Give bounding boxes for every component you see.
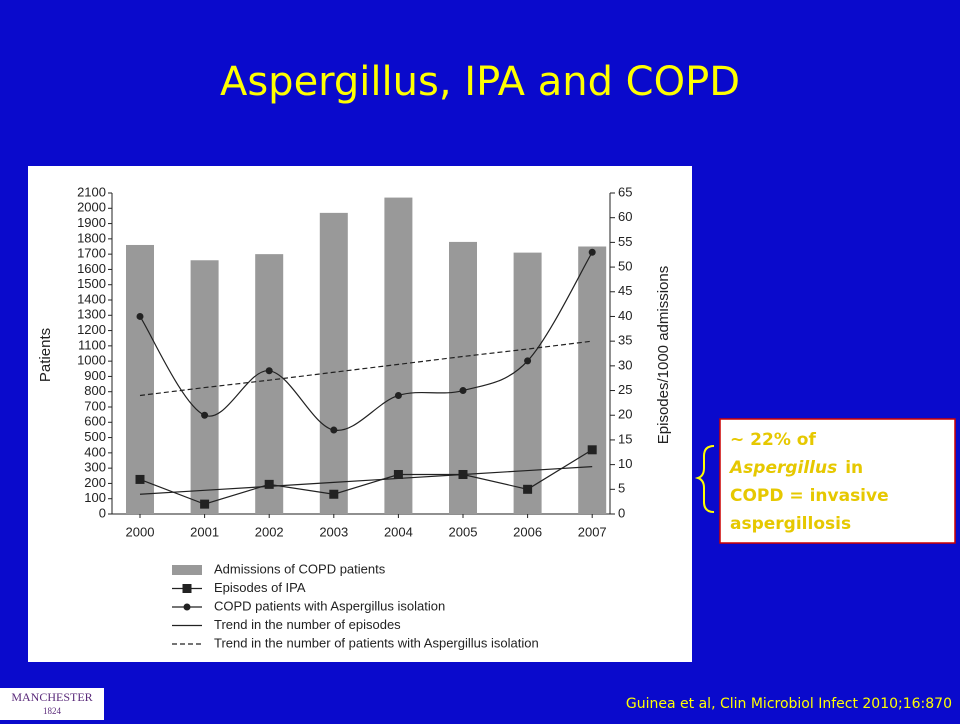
marker [523, 484, 533, 494]
y-tick-label: 1900 [77, 215, 106, 230]
y2-tick-label: 20 [618, 407, 632, 422]
y2-tick-label: 50 [618, 259, 632, 274]
y-tick-label: 100 [84, 490, 106, 505]
marker [587, 445, 597, 455]
logo-year: 1824 [43, 706, 62, 716]
y-tick-label: 900 [84, 368, 106, 383]
logo-name: MANCHESTER [11, 690, 92, 704]
bar [578, 246, 607, 514]
callout-span: Aspergillus [728, 458, 837, 478]
callout-box [719, 418, 956, 544]
x-tick-label: 2002 [255, 524, 284, 539]
x-tick-label: 2006 [513, 524, 542, 539]
y2-tick-label: 65 [618, 184, 632, 199]
citation: Guinea et al, Clin Microbiol Infect 2010… [626, 696, 952, 712]
y2-tick-label: 45 [618, 283, 632, 298]
y-tick-label: 300 [84, 460, 106, 475]
x-tick-label: 2003 [319, 524, 348, 539]
callout-span: aspergillosis [730, 514, 851, 534]
y2-tick-label: 60 [618, 209, 632, 224]
marker [330, 426, 338, 434]
y-tick-label: 1100 [78, 337, 106, 352]
marker [135, 474, 145, 484]
marker [201, 411, 209, 419]
marker [393, 469, 403, 479]
y2-tick-label: 25 [618, 382, 632, 397]
y2-tick-label: 0 [618, 505, 625, 520]
y-tick-label: 600 [84, 414, 106, 429]
legend-label: Episodes of IPA [214, 580, 306, 595]
y-axis-label: Patients [37, 328, 54, 382]
callout-span: COPD = invasive [730, 486, 889, 506]
bar [319, 212, 348, 514]
marker [136, 312, 144, 320]
y-tick-label: 1600 [77, 261, 106, 276]
brace [694, 445, 715, 513]
slide-title: Aspergillus, IPA and COPD [220, 59, 740, 105]
bar [449, 241, 477, 514]
y-tick-label: 0 [99, 505, 106, 520]
y-tick-label: 1200 [77, 322, 106, 337]
callout-line: ~ 22% of [730, 430, 816, 450]
y2-tick-label: 35 [618, 333, 632, 348]
x-tick-label: 2007 [578, 524, 607, 539]
marker [265, 367, 273, 375]
x-tick-label: 2004 [384, 524, 413, 539]
marker [524, 357, 532, 365]
y-tick-label: 1000 [77, 353, 106, 368]
x-tick-label: 2000 [126, 524, 155, 539]
y-tick-label: 500 [84, 429, 106, 444]
callout-span: ~ 22% of [730, 430, 816, 450]
y-tick-label: 1400 [77, 291, 106, 306]
legend-marker [182, 584, 192, 593]
y2-tick-label: 5 [618, 481, 625, 496]
legend-label: Trend in the number of patients with Asp… [214, 635, 539, 650]
bar [513, 252, 542, 514]
callout-line: Aspergillus in [728, 458, 863, 478]
y2-tick-label: 30 [618, 357, 632, 372]
callout-line: COPD = invasive [730, 486, 889, 506]
callout-line: aspergillosis [730, 514, 851, 534]
series-line [139, 340, 593, 397]
y2-tick-label: 40 [618, 308, 632, 323]
marker [264, 479, 274, 489]
y-tick-label: 2100 [77, 184, 106, 199]
marker [200, 499, 210, 509]
y-tick-label: 800 [84, 383, 106, 398]
series-line [139, 449, 593, 505]
y2-tick-label: 15 [618, 431, 632, 446]
y-tick-label: 400 [84, 444, 106, 459]
y2-tick-label: 10 [618, 456, 632, 471]
y-tick-label: 1800 [77, 230, 106, 245]
y2-tick-label: 55 [618, 234, 632, 249]
y-tick-label: 700 [84, 398, 106, 413]
marker [329, 489, 339, 499]
bar [126, 244, 154, 514]
legend-swatch [172, 565, 202, 575]
legend-label: Admissions of COPD patients [214, 561, 386, 576]
legend-marker [183, 603, 191, 611]
marker [588, 248, 596, 256]
x-tick-label: 2005 [449, 524, 478, 539]
y-tick-label: 1500 [77, 276, 106, 291]
bar [384, 197, 413, 515]
y-tick-label: 200 [84, 475, 106, 490]
callout-span: in [845, 458, 863, 478]
y-tick-label: 1700 [77, 246, 106, 261]
logo-background [0, 688, 104, 720]
y2-axis-label: Episodes/1000 admissions [655, 266, 672, 444]
series-line [139, 465, 593, 495]
callout-text: ~ 22% of Aspergillus in COPD = invasive a… [728, 430, 889, 534]
marker [394, 391, 402, 399]
marker [459, 387, 467, 395]
y-tick-label: 2000 [77, 200, 106, 215]
legend-label: COPD patients with Aspergillus isolation [214, 598, 445, 613]
x-tick-label: 2001 [190, 524, 219, 539]
legend-label: Trend in the number of episodes [214, 617, 401, 632]
bar [255, 254, 284, 514]
y-tick-label: 1300 [77, 307, 106, 322]
